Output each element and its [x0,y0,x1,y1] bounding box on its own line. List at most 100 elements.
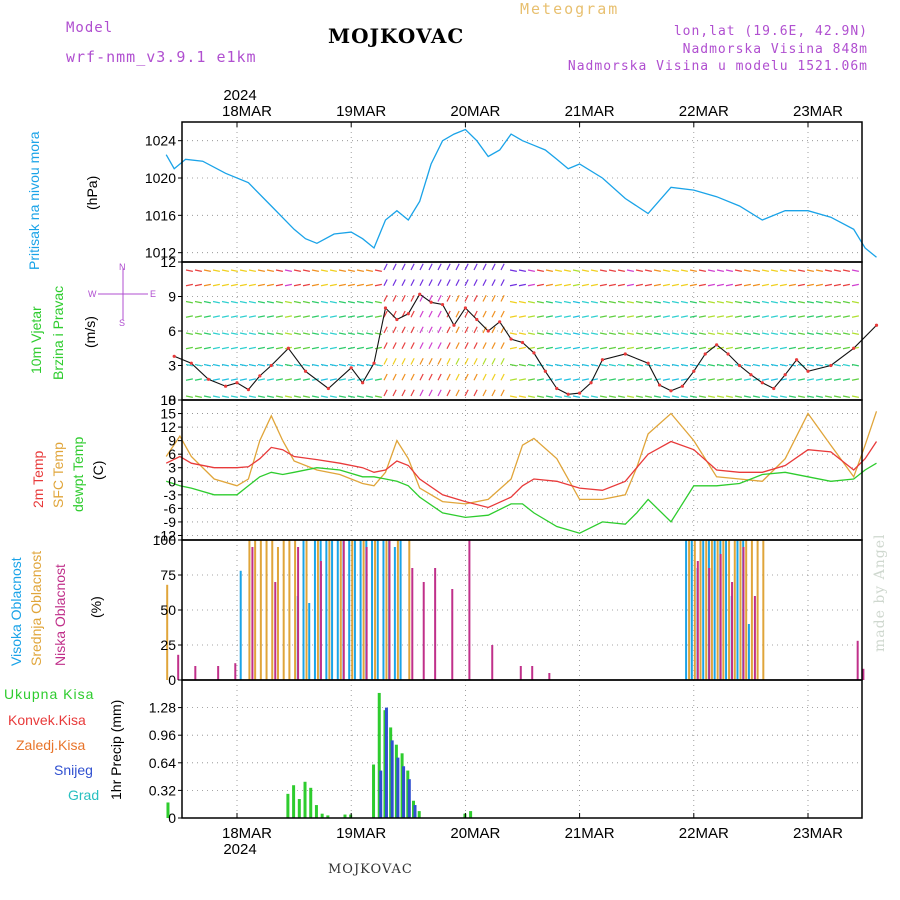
elevation-label: Nadmorska Visina 848m [682,42,868,57]
mid-cloud-bar [728,540,731,680]
wind-arrow [851,363,859,367]
wind-arrow [248,346,256,350]
wind-arrow [446,263,451,271]
wind-arrow [545,378,553,381]
high-cloud-bar [331,540,334,680]
x-tick-label-top: 22MAR [679,103,729,120]
model-name: wrf-nmm_v3.9.1 e1km [66,48,257,66]
wind-arrow [347,283,355,287]
wind-arrow [815,395,823,398]
wind-arrow [788,332,796,335]
wind-arrow [644,283,652,287]
wind-arrow [500,310,505,318]
wind-arrow [689,269,697,272]
wind-arrow [743,300,751,304]
wind-arrow [563,283,571,287]
wind-arrow [311,300,319,304]
wind-arrow [194,395,202,398]
wind-arrow [194,346,202,350]
wind-arrow [419,389,424,397]
wind-arrow [239,378,247,381]
low-cloud-bar [731,582,734,680]
wind-arrow [815,283,823,287]
wind-speed-point [189,361,193,365]
wind-arrow [707,300,715,304]
wind-arrow [257,269,265,272]
wind-arrow [635,395,643,398]
wind-arrow [212,363,220,367]
wind-arrow [689,315,697,318]
wind-speed-point [703,352,707,356]
y-tick-label: 12 [160,419,176,435]
mid-cloud-bar [750,540,753,680]
wind-arrow [554,283,562,287]
y-tick-label: -3 [164,487,177,503]
wind-arrow [617,378,625,381]
wind-arrow [725,346,733,350]
wind-arrow [500,342,505,350]
wind-arrow [365,332,373,335]
wind-arrow [725,315,733,318]
wind-arrow [752,332,760,335]
wind-arrow [455,294,460,302]
low-cloud-bar [451,589,454,680]
wind-speed-point [498,320,502,324]
wind-arrow [473,389,478,397]
wind-arrow [320,395,328,398]
wind-arrow [743,315,751,318]
wind-arrow [806,269,814,272]
wind-arrow [284,300,292,304]
wind-arrow [626,269,634,272]
wind-speed-point [874,323,879,327]
wind-arrow [617,269,625,272]
wind-arrow [725,283,733,287]
wind-arrow [689,346,697,350]
wind-arrow [293,395,301,398]
wind-arrow [383,294,388,302]
mid-cloud-bar [716,540,719,680]
wind-arrow [437,389,442,397]
wind-arrow [374,395,382,398]
wind-arrow [410,279,415,287]
wind-speed-point [303,369,308,373]
wind-arrow [779,346,787,350]
wind-arrow [554,332,562,335]
wind-arrow [671,283,679,287]
high-cloud-bar [239,570,242,680]
wind-speed-point [783,373,787,377]
wind-arrow [257,378,265,381]
wind-arrow [743,378,751,381]
wind-arrow [779,363,787,367]
wind-arrow [725,332,733,335]
x-tick-label-top: 18MAR [222,103,272,120]
mid-cloud-bar [693,540,696,680]
wind-arrow [536,283,544,287]
wind-arrow [608,332,616,335]
wind-arrow [455,373,460,381]
wind-arrow [572,363,580,367]
wind-arrow [707,283,715,287]
wind-arrow [239,346,247,350]
high-cloud-bar [336,540,339,680]
mid-cloud-bar [271,540,274,680]
wind-arrow [212,346,220,350]
wind-arrow [662,395,670,398]
wind-arrow [374,346,382,350]
wind-arrow [221,315,229,318]
wind-arrow [329,269,337,272]
wind-arrow [698,346,706,350]
wind-arrow [554,300,562,304]
wind-arrow [617,363,625,367]
wind-arrow [230,315,238,318]
wind-arrow [824,378,832,381]
wind-arrow [806,395,814,398]
wind-arrow [590,346,598,350]
high-cloud-bar [382,540,385,680]
wind-arrow [734,283,742,287]
high-cloud-bar [399,540,402,680]
wind-arrow [536,346,544,350]
mid-cloud-bar [408,540,411,680]
wind-arrow [608,315,616,318]
wind-arrow [410,373,415,381]
wind-arrow [545,395,553,398]
